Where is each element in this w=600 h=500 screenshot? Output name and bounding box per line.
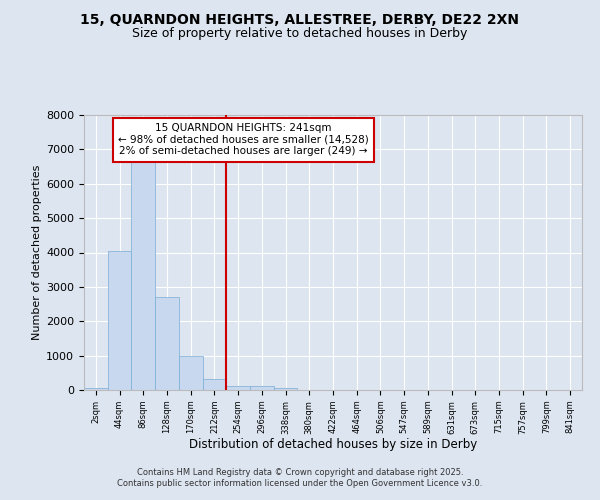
Text: 15 QUARNDON HEIGHTS: 241sqm
← 98% of detached houses are smaller (14,528)
2% of : 15 QUARNDON HEIGHTS: 241sqm ← 98% of det… <box>118 123 369 156</box>
Text: Size of property relative to detached houses in Derby: Size of property relative to detached ho… <box>133 28 467 40</box>
Bar <box>203 378 226 390</box>
Bar <box>131 162 155 390</box>
Bar <box>226 386 250 390</box>
Bar <box>179 356 203 390</box>
Text: Contains HM Land Registry data © Crown copyright and database right 2025.
Contai: Contains HM Land Registry data © Crown c… <box>118 468 482 487</box>
Bar <box>274 388 298 390</box>
Bar <box>155 297 179 390</box>
Y-axis label: Number of detached properties: Number of detached properties <box>32 165 42 340</box>
Text: 15, QUARNDON HEIGHTS, ALLESTREE, DERBY, DE22 2XN: 15, QUARNDON HEIGHTS, ALLESTREE, DERBY, … <box>80 12 520 26</box>
X-axis label: Distribution of detached houses by size in Derby: Distribution of detached houses by size … <box>189 438 477 451</box>
Bar <box>250 386 274 390</box>
Bar <box>84 388 108 390</box>
Bar <box>108 251 131 390</box>
